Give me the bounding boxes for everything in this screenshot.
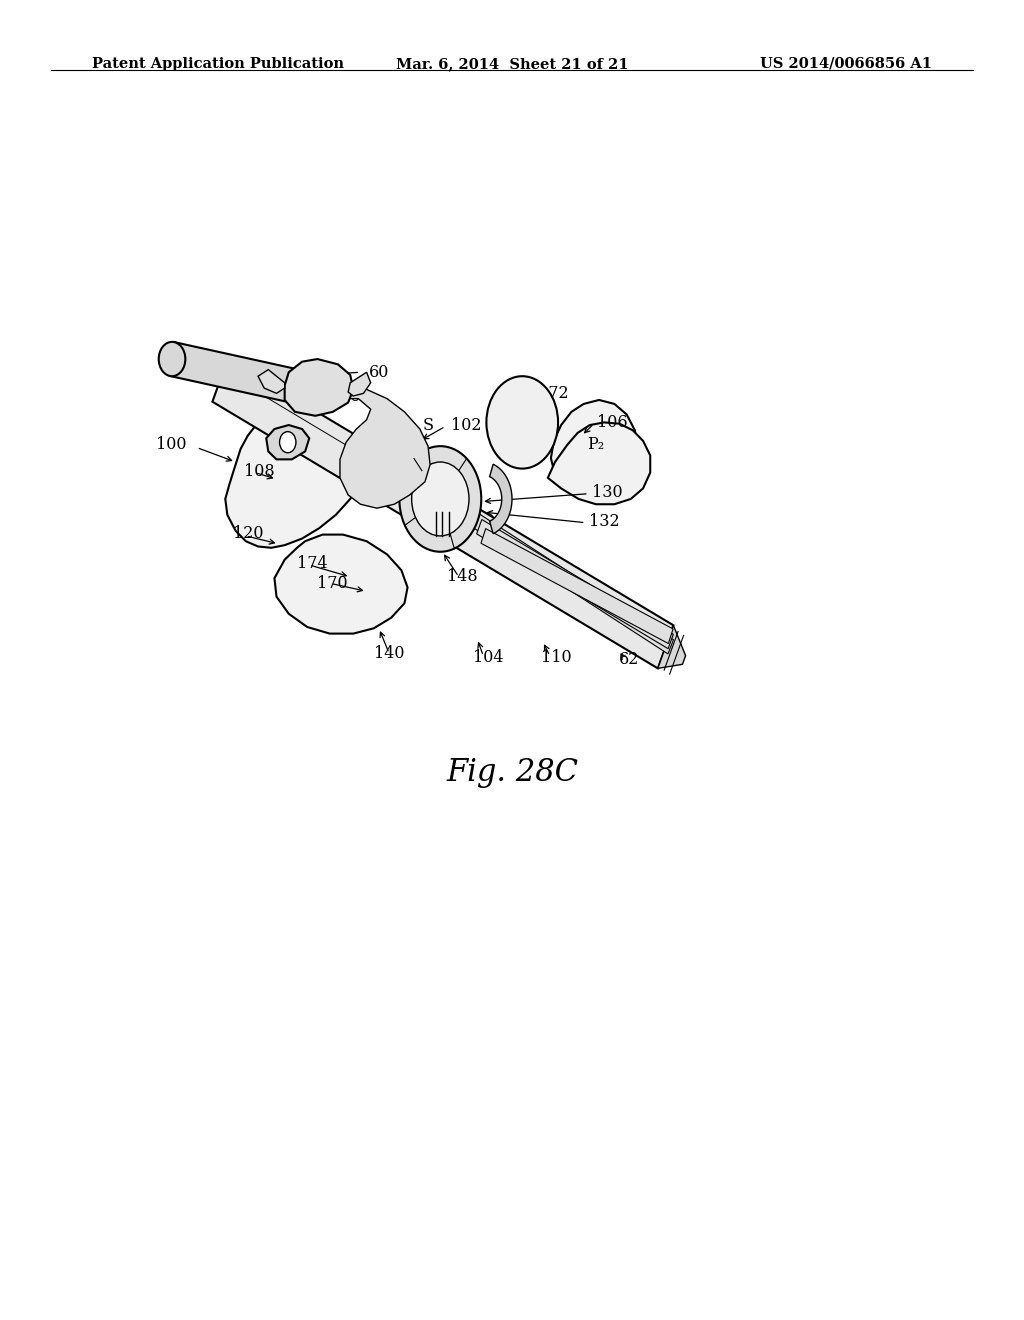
Text: S: S: [423, 417, 434, 433]
Text: 174: 174: [297, 556, 328, 572]
Polygon shape: [258, 370, 285, 393]
Circle shape: [412, 462, 469, 536]
Circle shape: [399, 446, 481, 552]
Text: 62: 62: [618, 652, 639, 668]
Polygon shape: [489, 465, 512, 533]
Text: 130: 130: [592, 484, 623, 500]
Polygon shape: [551, 400, 637, 499]
Text: US 2014/0066856 A1: US 2014/0066856 A1: [760, 57, 932, 71]
Polygon shape: [212, 359, 674, 668]
Text: 148: 148: [447, 569, 478, 585]
Polygon shape: [274, 535, 408, 634]
Polygon shape: [481, 528, 673, 644]
Polygon shape: [285, 359, 353, 416]
Text: 104: 104: [473, 649, 504, 665]
Text: 110: 110: [541, 649, 571, 665]
Polygon shape: [225, 407, 364, 548]
Text: 106: 106: [597, 414, 628, 430]
Text: Fig. 28C: Fig. 28C: [446, 756, 578, 788]
Polygon shape: [266, 425, 309, 459]
Text: 102: 102: [451, 417, 481, 433]
Polygon shape: [468, 511, 674, 653]
Polygon shape: [170, 342, 294, 403]
Text: 60: 60: [369, 364, 389, 380]
Circle shape: [159, 342, 185, 376]
Text: 172: 172: [538, 385, 568, 401]
Polygon shape: [548, 422, 650, 504]
Text: 140: 140: [374, 645, 404, 661]
Text: 132: 132: [589, 513, 620, 529]
Text: 100: 100: [156, 437, 186, 453]
Polygon shape: [348, 372, 371, 396]
Polygon shape: [340, 389, 430, 508]
Polygon shape: [476, 520, 674, 648]
Text: 170: 170: [317, 576, 348, 591]
Circle shape: [280, 432, 296, 453]
Text: Mar. 6, 2014  Sheet 21 of 21: Mar. 6, 2014 Sheet 21 of 21: [395, 57, 629, 71]
Text: 108: 108: [244, 463, 274, 479]
Text: 120: 120: [233, 525, 264, 541]
Circle shape: [486, 376, 558, 469]
Polygon shape: [657, 626, 686, 668]
Text: P₂: P₂: [587, 437, 604, 453]
Text: Patent Application Publication: Patent Application Publication: [92, 57, 344, 71]
Text: 64: 64: [350, 388, 371, 404]
